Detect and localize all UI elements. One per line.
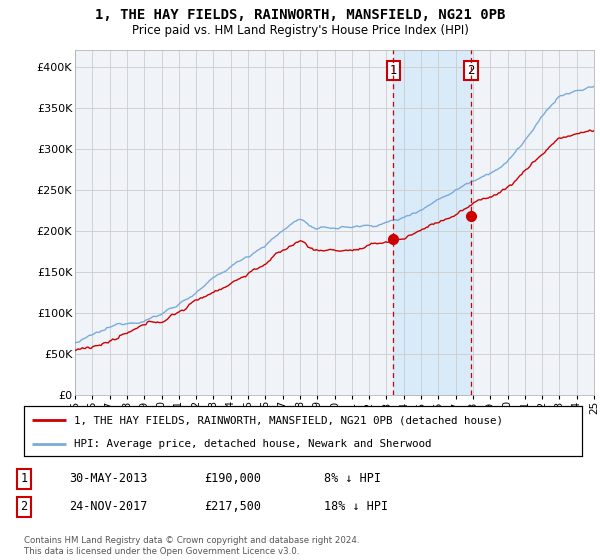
Text: 18% ↓ HPI: 18% ↓ HPI bbox=[324, 500, 388, 514]
Text: 30-MAY-2013: 30-MAY-2013 bbox=[69, 472, 148, 486]
Text: 1, THE HAY FIELDS, RAINWORTH, MANSFIELD, NG21 0PB: 1, THE HAY FIELDS, RAINWORTH, MANSFIELD,… bbox=[95, 8, 505, 22]
Text: 2: 2 bbox=[20, 500, 28, 514]
Text: £190,000: £190,000 bbox=[204, 472, 261, 486]
Text: Contains HM Land Registry data © Crown copyright and database right 2024.
This d: Contains HM Land Registry data © Crown c… bbox=[24, 536, 359, 556]
Text: Price paid vs. HM Land Registry's House Price Index (HPI): Price paid vs. HM Land Registry's House … bbox=[131, 24, 469, 36]
Text: 1: 1 bbox=[20, 472, 28, 486]
Text: £217,500: £217,500 bbox=[204, 500, 261, 514]
Text: 2: 2 bbox=[467, 64, 475, 77]
Text: 1: 1 bbox=[390, 64, 397, 77]
Text: 1, THE HAY FIELDS, RAINWORTH, MANSFIELD, NG21 0PB (detached house): 1, THE HAY FIELDS, RAINWORTH, MANSFIELD,… bbox=[74, 415, 503, 425]
Text: HPI: Average price, detached house, Newark and Sherwood: HPI: Average price, detached house, Newa… bbox=[74, 439, 432, 449]
Text: 24-NOV-2017: 24-NOV-2017 bbox=[69, 500, 148, 514]
Text: 8% ↓ HPI: 8% ↓ HPI bbox=[324, 472, 381, 486]
